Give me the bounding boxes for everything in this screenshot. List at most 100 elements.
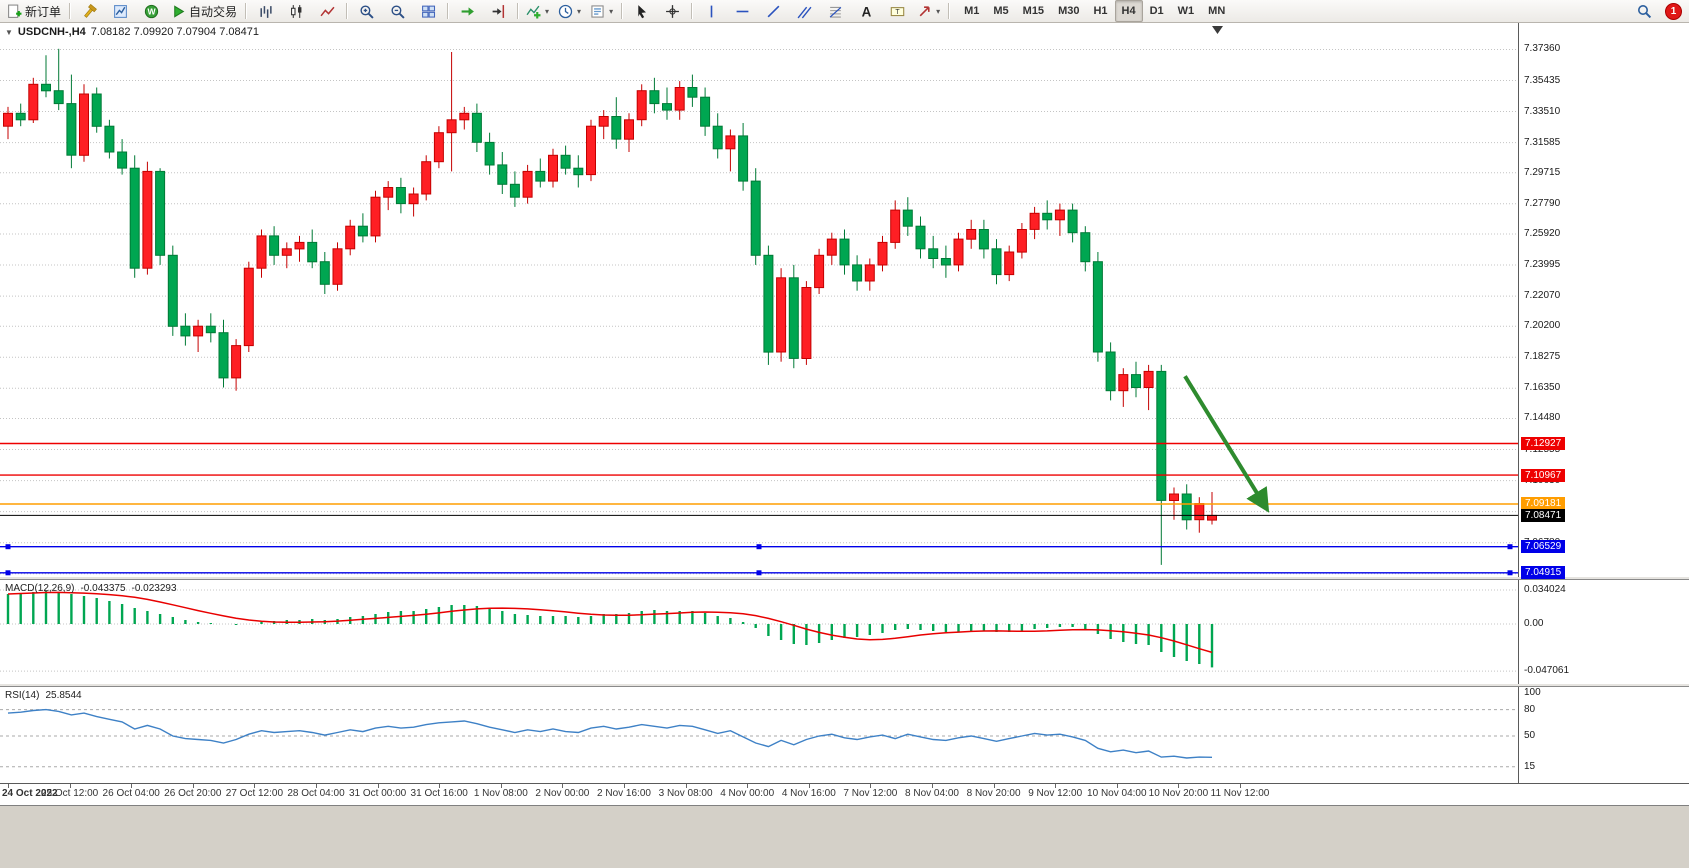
time-label: 31 Oct 16:00 bbox=[410, 788, 468, 799]
label-button[interactable]: T bbox=[882, 0, 912, 22]
time-tick bbox=[316, 784, 317, 788]
timeframe-W1[interactable]: W1 bbox=[1177, 5, 1195, 17]
horizontal-line-7.06529[interactable] bbox=[0, 544, 1518, 550]
horizontal-line-7.04915[interactable] bbox=[0, 570, 1518, 576]
dropdown-arrow-icon[interactable]: ▾ bbox=[936, 6, 941, 16]
trend-arrow-annotation[interactable] bbox=[1183, 375, 1270, 513]
line-drag-handle[interactable] bbox=[756, 570, 762, 576]
search-button[interactable] bbox=[1629, 0, 1659, 22]
horizontal-line-button[interactable] bbox=[727, 0, 757, 22]
arrows-button[interactable]: ▾ bbox=[913, 0, 944, 22]
macd-chart[interactable] bbox=[0, 580, 1518, 686]
candles-series bbox=[3, 48, 1217, 565]
time-label: 25 Oct 12:00 bbox=[40, 788, 99, 799]
time-tick bbox=[870, 784, 872, 788]
label-icon: T bbox=[890, 6, 904, 16]
auto-trading-button[interactable]: 自动交易 bbox=[167, 0, 241, 22]
price-plot-area[interactable]: ▼ USDCNH-,H4 7.08182 7.09920 7.07904 7.0… bbox=[0, 23, 1518, 579]
timeframe-M30[interactable]: M30 bbox=[1058, 5, 1080, 17]
templates-button[interactable]: ▾ bbox=[586, 0, 617, 22]
dropdown-arrow-icon[interactable]: ▾ bbox=[545, 6, 550, 16]
notification-badge[interactable]: 1 bbox=[1665, 2, 1682, 20]
time-label: 26 Oct 20:00 bbox=[164, 788, 222, 799]
rsi-indicator-name: RSI(14) bbox=[5, 690, 40, 701]
tile-windows-button[interactable] bbox=[413, 0, 443, 22]
time-tick bbox=[500, 784, 502, 788]
collapse-quote-icon[interactable]: ▼ bbox=[5, 27, 13, 37]
macd-plot-area[interactable]: MACD(12,26,9) -0.043375 -0.023293 bbox=[0, 580, 1518, 686]
price-grid bbox=[0, 49, 1518, 575]
svg-text:T: T bbox=[895, 9, 900, 16]
candlestick-chart[interactable] bbox=[0, 23, 1518, 579]
timeframe-H4[interactable]: H4 bbox=[1114, 0, 1143, 22]
fibonacci-button[interactable] bbox=[820, 0, 850, 22]
rsi-line bbox=[7, 708, 1213, 759]
rsi-panel: RSI(14) 25.8544 100 80 50 15 bbox=[0, 686, 1689, 783]
price-tick-label: 7.23995 bbox=[1524, 259, 1561, 271]
rsi-axis-label: 80 bbox=[1524, 703, 1536, 715]
timeframe-MN[interactable]: MN bbox=[1208, 5, 1226, 17]
price-tick-label: 7.37360 bbox=[1524, 43, 1561, 55]
timeframe-M15[interactable]: M15 bbox=[1022, 5, 1045, 17]
window-bottom-area bbox=[0, 806, 1689, 868]
price-tick-label: 7.25920 bbox=[1524, 227, 1561, 239]
clock-icon bbox=[558, 4, 573, 18]
trendline-button[interactable] bbox=[758, 0, 788, 22]
timeframe-D1[interactable]: D1 bbox=[1149, 5, 1164, 17]
timeframe-H1[interactable]: H1 bbox=[1093, 5, 1108, 17]
rsi-axis[interactable]: 100 80 50 15 bbox=[1518, 687, 1689, 783]
new-order-button[interactable]: 新订单 bbox=[3, 0, 65, 22]
zoom-in-button[interactable] bbox=[351, 0, 381, 22]
dropdown-arrow-icon[interactable]: ▾ bbox=[609, 6, 614, 16]
main-toolbar: 新订单 W 自动交易 ▾ ▾ ▾ A T ▾ M1 M5 M15 M30 H1 H4 D1 W1 MN 1 bbox=[0, 0, 1689, 23]
chart-bars-button[interactable] bbox=[250, 0, 280, 22]
chart-line-button[interactable] bbox=[312, 0, 342, 22]
auto-scroll-button[interactable] bbox=[452, 0, 482, 22]
line-drag-handle[interactable] bbox=[1507, 570, 1513, 576]
svg-text:W: W bbox=[147, 6, 156, 16]
rsi-chart[interactable] bbox=[0, 687, 1518, 783]
macd-main-value: -0.043375 bbox=[80, 583, 126, 594]
timeframe-M1[interactable]: M1 bbox=[964, 5, 980, 17]
cursor-button[interactable] bbox=[626, 0, 656, 22]
rsi-plot-area[interactable]: RSI(14) 25.8544 bbox=[0, 687, 1518, 783]
text-button[interactable]: A bbox=[851, 0, 881, 22]
time-label: 7 Nov 12:00 bbox=[843, 788, 898, 799]
dropdown-arrow-icon[interactable]: ▾ bbox=[577, 6, 582, 16]
time-tick bbox=[1240, 784, 1241, 788]
toolbar-separator bbox=[447, 3, 449, 19]
line-drag-handle[interactable] bbox=[1507, 544, 1513, 550]
metaeditor-button[interactable] bbox=[74, 0, 104, 22]
market-watch-button[interactable] bbox=[105, 0, 135, 22]
crosshair-button[interactable] bbox=[657, 0, 687, 22]
periods-button[interactable]: ▾ bbox=[554, 0, 585, 22]
zoom-out-button[interactable] bbox=[382, 0, 412, 22]
time-axis[interactable]: 24 Oct 2022 25 Oct 12:00 26 Oct 04:00 26 Oc… bbox=[0, 783, 1689, 805]
hline-price-badge: 7.06529 bbox=[1521, 540, 1566, 554]
time-label: 2 Nov 00:00 bbox=[535, 788, 590, 799]
time-label: 27 Oct 12:00 bbox=[225, 788, 284, 799]
line-drag-handle[interactable] bbox=[756, 544, 762, 550]
time-label: 24 Oct 2022 bbox=[2, 788, 58, 799]
time-tick bbox=[254, 784, 256, 788]
vertical-line-button[interactable] bbox=[696, 0, 726, 22]
cursor-icon bbox=[637, 4, 646, 18]
price-panel: ▼ USDCNH-,H4 7.08182 7.09920 7.07904 7.0… bbox=[0, 23, 1689, 580]
channel-button[interactable] bbox=[789, 0, 819, 22]
price-tick-label: 7.33510 bbox=[1524, 105, 1561, 117]
macd-axis[interactable]: 0.034024 0.00 -0.047061 bbox=[1518, 580, 1689, 686]
line-drag-handle[interactable] bbox=[5, 570, 11, 576]
price-tick-label: 7.14480 bbox=[1524, 412, 1561, 424]
indicators-button[interactable]: ▾ bbox=[522, 0, 553, 22]
chart-shift-button[interactable] bbox=[483, 0, 513, 22]
chart-shift-marker-icon[interactable] bbox=[1212, 26, 1223, 34]
time-tick bbox=[562, 784, 564, 788]
price-axis[interactable]: 7.37360 7.35435 7.33510 7.31585 7.29715 7.277… bbox=[1518, 23, 1689, 580]
chart-candles-button[interactable] bbox=[281, 0, 311, 22]
toolbar-separator bbox=[691, 3, 693, 19]
strategy-tester-button[interactable]: W bbox=[136, 0, 166, 22]
chart-symbol-period: USDCNH-,H4 bbox=[17, 26, 86, 38]
timeframe-M5[interactable]: M5 bbox=[993, 5, 1009, 17]
line-drag-handle[interactable] bbox=[5, 544, 11, 550]
toolbar-separator bbox=[245, 3, 247, 19]
